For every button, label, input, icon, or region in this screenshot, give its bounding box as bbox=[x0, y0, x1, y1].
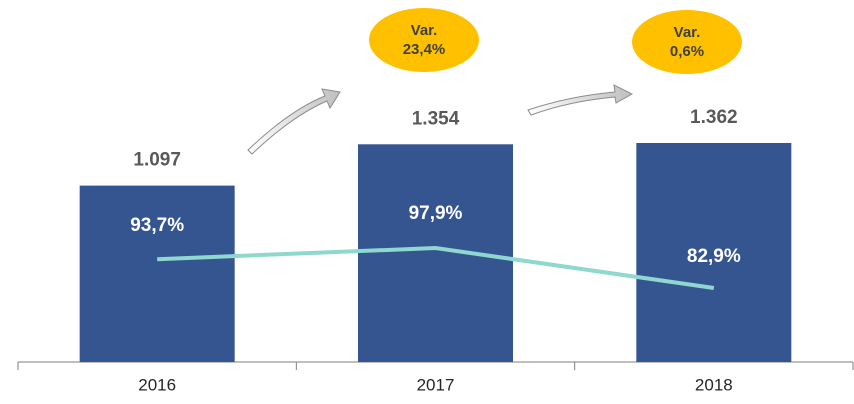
annotation-text: 0,6% bbox=[670, 43, 704, 60]
x-tick-label: 2018 bbox=[695, 375, 733, 394]
bar-value-label: 1.097 bbox=[133, 150, 181, 171]
x-tick-label: 2017 bbox=[417, 375, 455, 394]
bar bbox=[358, 144, 513, 362]
annotation-text: 23,4% bbox=[403, 41, 446, 58]
x-tick-label: 2016 bbox=[138, 375, 176, 394]
bar bbox=[636, 143, 792, 362]
bar-value-label: 1.354 bbox=[412, 108, 460, 129]
arrow bbox=[527, 84, 634, 116]
line bbox=[157, 245, 715, 290]
arrow bbox=[247, 88, 341, 155]
bar bbox=[79, 185, 235, 362]
annotation-bubble bbox=[632, 10, 742, 74]
annotation-text: Var. bbox=[674, 24, 701, 41]
annotation-text: Var. bbox=[411, 22, 438, 39]
line-value-label: 93,7% bbox=[130, 215, 184, 236]
bar-value-label: 1.362 bbox=[690, 107, 738, 128]
line-value-label: 97,9% bbox=[409, 203, 463, 224]
line-value-label: 82,9% bbox=[687, 246, 741, 267]
annotation-bubble bbox=[369, 8, 479, 72]
